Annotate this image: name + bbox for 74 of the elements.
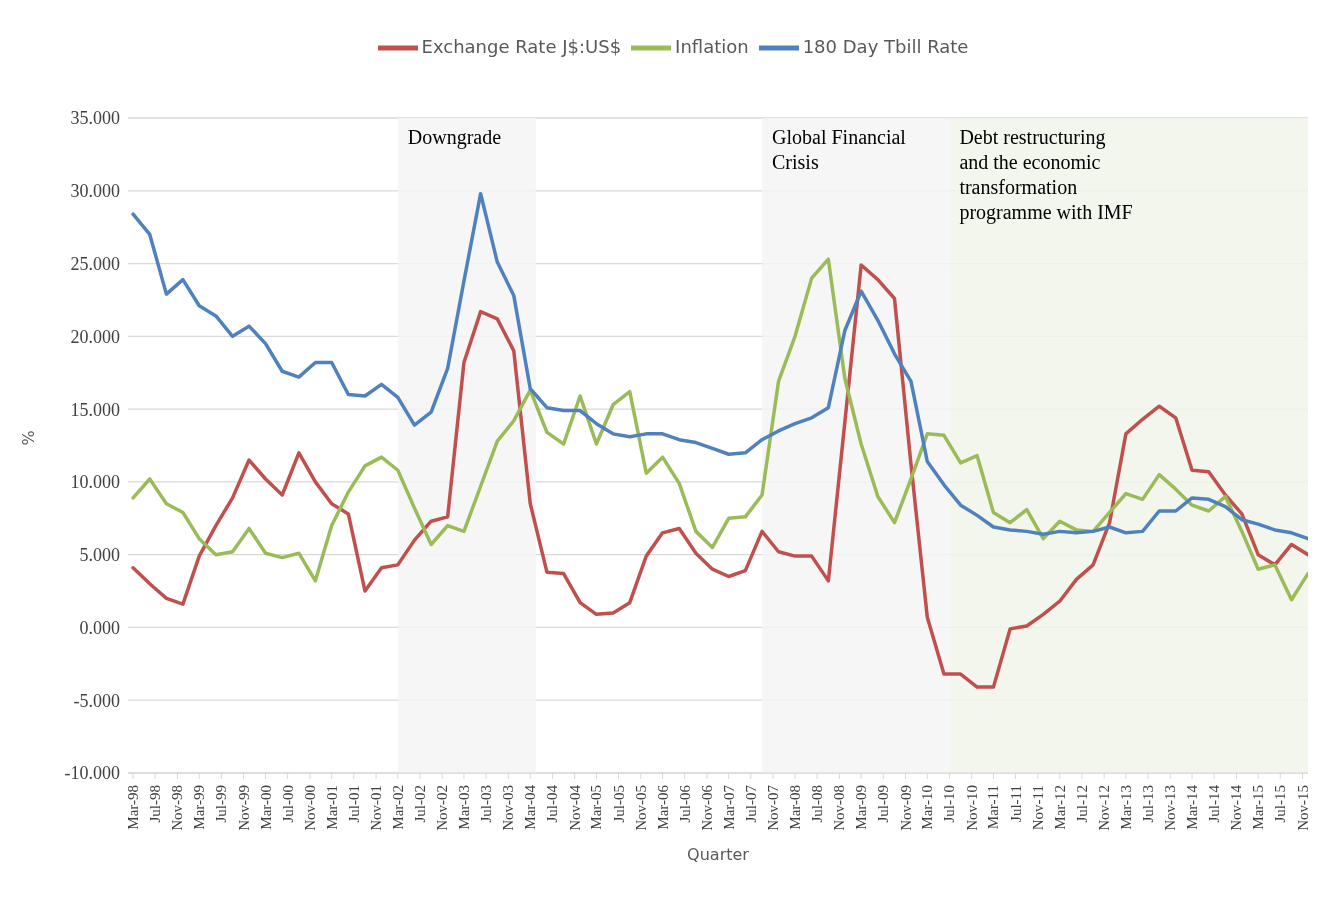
x-tick-label: Mar-00 xyxy=(257,785,274,830)
y-tick-label: 25.000 xyxy=(70,253,120,274)
line-series xyxy=(131,263,1308,689)
x-tick-label: Mar-15 xyxy=(1250,785,1267,830)
x-tick-label: Nov-04 xyxy=(566,784,583,831)
x-tick-label: Nov-09 xyxy=(897,785,914,831)
x-tick-label: Mar-14 xyxy=(1184,784,1201,830)
x-tick-label: Mar-99 xyxy=(191,785,208,830)
x-tick-label: Jul-98 xyxy=(147,785,164,823)
x-tick-label: Nov-11 xyxy=(1029,785,1046,831)
y-tick-label: 5.000 xyxy=(79,545,120,566)
x-tick-label: Nov-15 xyxy=(1294,785,1311,831)
x-tick-label: Nov-13 xyxy=(1162,785,1179,831)
x-tick-label: Jul-01 xyxy=(345,785,362,823)
y-tick-label: 15.000 xyxy=(70,399,120,420)
x-tick-label: Jul-02 xyxy=(411,785,428,823)
x-tick-label: Nov-00 xyxy=(301,785,318,831)
legend-label: Inflation xyxy=(675,36,749,57)
x-tick-label: Nov-05 xyxy=(632,785,649,831)
x-tick-label: Mar-12 xyxy=(1051,785,1068,830)
legend-label: 180 Day Tbill Rate xyxy=(802,36,969,57)
x-tick-label: Nov-12 xyxy=(1096,785,1113,831)
x-tick-label: Nov-14 xyxy=(1228,784,1245,831)
x-tick-label: Mar-04 xyxy=(522,784,539,830)
x-tick-label: Jul-10 xyxy=(941,785,958,823)
y-tick-label: 35.000 xyxy=(70,108,120,129)
x-tick-label: Mar-98 xyxy=(125,785,142,830)
x-tick-label: Nov-10 xyxy=(963,785,980,831)
x-tick-label: Jul-06 xyxy=(676,784,693,823)
x-tick-label: Mar-06 xyxy=(654,784,671,830)
y-tick-label: -10.000 xyxy=(64,763,120,784)
y-tick-label: 20.000 xyxy=(70,326,120,347)
y-tick-label: 30.000 xyxy=(70,181,120,202)
band-label: Global Financial Crisis xyxy=(772,126,907,173)
x-tick-label: Mar-02 xyxy=(389,785,406,830)
x-tick-label: Mar-07 xyxy=(720,784,737,830)
y-tick-label: 0.000 xyxy=(79,617,120,638)
x-tick-label: Jul-09 xyxy=(875,785,892,823)
band-label: Downgrade xyxy=(407,126,502,149)
x-tick-label: Nov-08 xyxy=(831,785,848,831)
x-tick-label: Jul-03 xyxy=(478,785,495,823)
x-tick-label: Mar-03 xyxy=(455,785,472,830)
x-tick-label: Nov-01 xyxy=(368,785,385,831)
x-tick-label: Mar-08 xyxy=(787,785,804,830)
x-tick-label: Nov-02 xyxy=(434,785,451,831)
x-axis-title: Quarter xyxy=(687,845,750,864)
x-tick-label: Jul-04 xyxy=(544,784,561,823)
x-tick-label: Jul-13 xyxy=(1140,785,1156,823)
x-tick-label: Nov-98 xyxy=(169,785,186,831)
x-tick-label: Jul-99 xyxy=(213,785,230,823)
x-tick-label: Mar-13 xyxy=(1117,785,1134,830)
line-series xyxy=(131,257,1308,602)
x-tick-label: Nov-07 xyxy=(765,784,782,831)
legend-label: Exchange Rate J$:US$ xyxy=(421,36,622,57)
x-tick-label: Nov-06 xyxy=(698,784,715,831)
x-tick-label: Jul-11 xyxy=(1007,785,1024,822)
x-tick-label: Mar-11 xyxy=(985,785,1002,830)
x-tick-label: Mar-01 xyxy=(323,785,340,830)
x-tick-label: Jul-00 xyxy=(279,785,296,823)
band-label: Debt restructuring and the economic transformation programme with IMF xyxy=(959,126,1133,224)
x-tick-label: Nov-99 xyxy=(235,785,252,831)
x-tick-label: Mar-09 xyxy=(853,785,870,830)
x-tick-label: Jul-08 xyxy=(809,785,826,823)
y-tick-label: -5.000 xyxy=(73,690,120,711)
y-axis-title: % xyxy=(18,430,38,446)
x-tick-label: Jul-14 xyxy=(1206,784,1223,823)
x-tick-label: Nov-03 xyxy=(500,785,517,831)
y-tick-label: 10.000 xyxy=(70,472,120,493)
x-tick-label: Jul-12 xyxy=(1073,785,1090,823)
x-tick-label: Jul-15 xyxy=(1272,785,1289,823)
x-tick-label: Mar-10 xyxy=(919,785,936,830)
x-tick-label: Jul-07 xyxy=(742,784,759,823)
x-tick-label: Jul-05 xyxy=(610,785,627,823)
x-tick-label: Mar-05 xyxy=(588,785,605,830)
